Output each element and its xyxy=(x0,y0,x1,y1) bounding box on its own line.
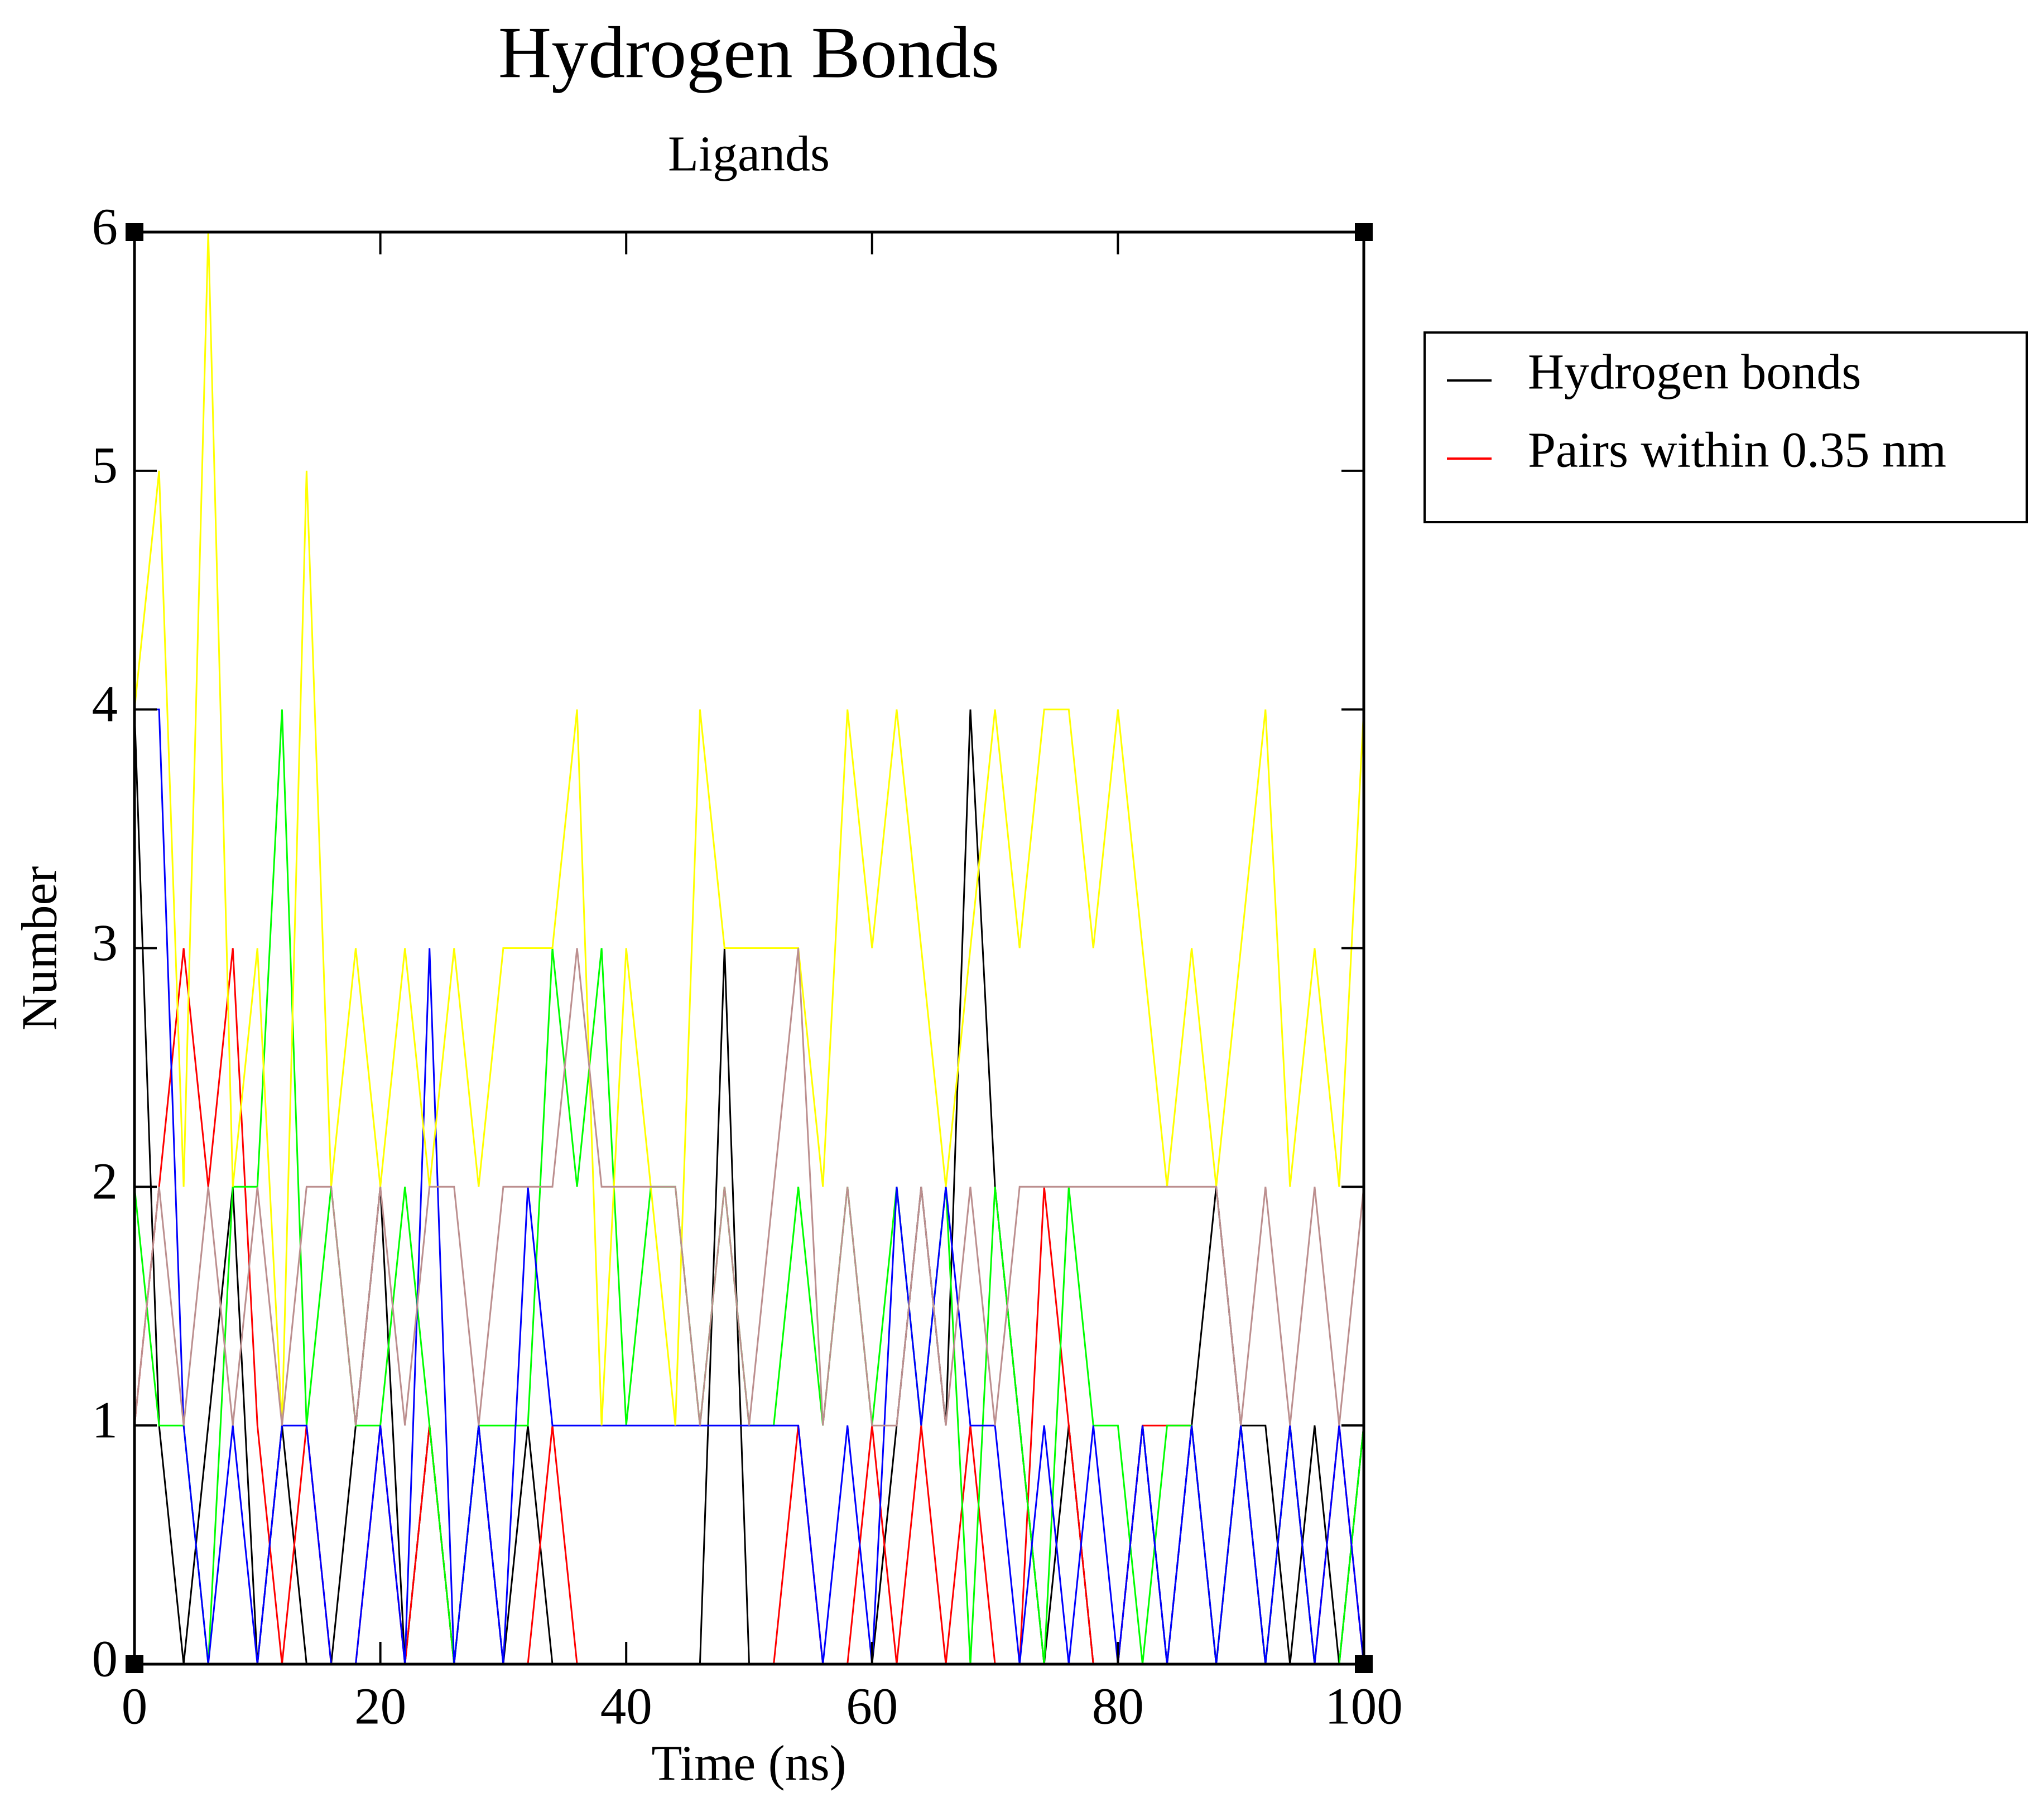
y-tick-label: 0 xyxy=(92,1630,118,1688)
x-tick-label: 0 xyxy=(122,1678,148,1735)
y-tick-label: 3 xyxy=(92,914,118,972)
x-axis-label: Time (ns) xyxy=(651,1736,846,1791)
y-tick-label: 5 xyxy=(92,437,118,494)
y-tick-label: 2 xyxy=(92,1153,118,1211)
x-tick-label: 40 xyxy=(600,1678,652,1735)
data-line xyxy=(133,948,1365,1427)
y-tick-label: 4 xyxy=(92,676,118,733)
y-axis-label: Number xyxy=(12,866,68,1031)
x-tick-label: 100 xyxy=(1325,1678,1403,1735)
x-tick-label: 80 xyxy=(1092,1678,1144,1735)
x-tick-label: 60 xyxy=(846,1678,898,1735)
y-tick-label: 6 xyxy=(92,198,118,256)
chart-subtitle: Ligands xyxy=(668,127,830,182)
chart-title: Hydrogen Bonds xyxy=(498,11,999,93)
x-tick-label: 20 xyxy=(354,1678,406,1735)
y-tick-label: 1 xyxy=(92,1392,118,1449)
legend-box xyxy=(1423,331,2028,523)
legend-label: Hydrogen bonds xyxy=(1528,345,1861,400)
data-line xyxy=(133,232,1365,1426)
legend-label: Pairs within 0.35 nm xyxy=(1528,423,1946,478)
